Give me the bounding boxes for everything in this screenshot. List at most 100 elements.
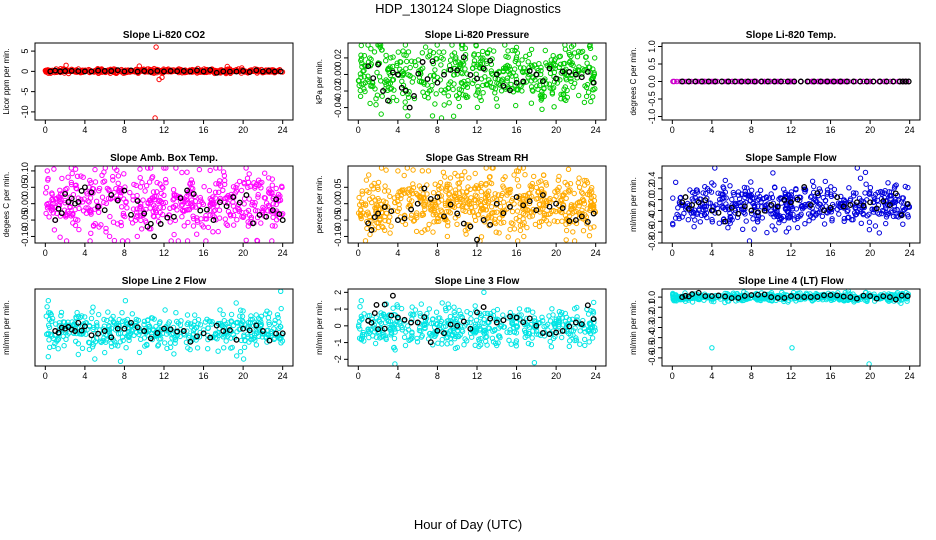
reference-point [121, 325, 128, 332]
y-tick-label: -0.4 [647, 214, 657, 230]
x-tick-label: 4 [709, 125, 714, 135]
reference-point [226, 68, 233, 75]
x-tick-label: 4 [395, 248, 400, 258]
scatter-point [43, 210, 49, 217]
scatter-point [504, 75, 511, 81]
reference-point [758, 78, 765, 85]
data-points [355, 289, 598, 366]
scatter-point [401, 172, 407, 179]
reference-point [389, 292, 396, 299]
reference-point [467, 325, 474, 332]
scatter-point [216, 207, 223, 213]
reference-point [699, 78, 705, 85]
scatter-point [534, 83, 540, 89]
scatter-point [454, 344, 460, 351]
scatter-point [447, 57, 454, 63]
scatter-point [530, 328, 536, 334]
scatter-point [547, 85, 553, 91]
scatter-point [554, 218, 561, 225]
scatter-point [210, 229, 216, 235]
scatter-point [435, 215, 441, 222]
scatter-point [478, 205, 485, 212]
x-tick-label: 16 [512, 248, 522, 258]
scatter-point [119, 310, 125, 316]
scatter-point [825, 189, 831, 196]
scatter-point [441, 90, 447, 96]
scatter-point [430, 229, 436, 235]
scatter-point [761, 195, 767, 202]
scatter-point [570, 84, 576, 90]
scatter-point [476, 338, 482, 344]
scatter-point [377, 217, 383, 224]
scatter-point [524, 307, 530, 313]
reference-point [679, 78, 686, 85]
scatter-point [516, 217, 522, 224]
scatter-point [373, 334, 380, 340]
scatter-point [143, 183, 150, 189]
scatter-point [536, 179, 542, 185]
scatter-point [806, 218, 812, 224]
scatter-point [160, 185, 166, 191]
scatter-point [474, 89, 481, 95]
scatter-point [378, 310, 384, 316]
scatter-point [571, 238, 578, 243]
scatter-point [57, 187, 63, 194]
scatter-point [394, 97, 400, 104]
reference-point [863, 78, 870, 85]
scatter-point [115, 343, 121, 349]
reference-point [447, 201, 454, 208]
scatter-point [503, 65, 510, 71]
reference-point [371, 214, 378, 221]
outlier-point [278, 289, 284, 294]
scatter-point [188, 177, 195, 183]
scatter-point [260, 331, 266, 337]
scatter-point [533, 196, 540, 202]
reference-point [263, 213, 270, 220]
reference-point [814, 190, 821, 197]
scatter-point [416, 327, 423, 334]
scatter-point [725, 225, 731, 231]
scatter-point [491, 219, 498, 225]
reference-point [480, 217, 487, 223]
reference-point [174, 328, 181, 335]
reference-point [474, 309, 480, 316]
scatter-point [715, 190, 721, 196]
reference-point [250, 220, 256, 227]
scatter-point [243, 237, 249, 243]
scatter-point [222, 216, 229, 222]
scatter-point [556, 309, 563, 315]
scatter-point [266, 204, 273, 210]
x-tick-label: 20 [865, 371, 875, 381]
scatter-point [719, 196, 726, 202]
scatter-point [495, 340, 501, 346]
scatter-point [196, 166, 203, 173]
reference-point [68, 326, 75, 333]
scatter-point [100, 179, 106, 185]
scatter-point [86, 339, 92, 345]
scatter-point [770, 170, 776, 176]
outlier-point [92, 356, 98, 362]
scatter-point [573, 208, 579, 215]
scatter-point [221, 173, 228, 179]
y-axis-label: percent per min. [315, 176, 324, 234]
scatter-point [101, 316, 107, 323]
scatter-point [148, 199, 154, 206]
scatter-point [793, 206, 800, 212]
scatter-point [677, 78, 683, 85]
scatter-point [236, 207, 242, 213]
reference-point [373, 301, 380, 308]
scatter-point [120, 196, 127, 202]
scatter-point [786, 225, 792, 231]
scatter-point [65, 174, 71, 180]
reference-point [95, 203, 102, 210]
scatter-point [377, 335, 383, 341]
reference-point [368, 319, 375, 326]
scatter-point [280, 211, 286, 217]
y-tick-label: 2 [333, 290, 343, 295]
reference-point [507, 87, 513, 94]
scatter-point [269, 189, 275, 196]
scatter-point [417, 325, 423, 331]
scatter-point [90, 222, 97, 229]
scatter-point [673, 293, 680, 299]
scatter-point [49, 318, 55, 324]
